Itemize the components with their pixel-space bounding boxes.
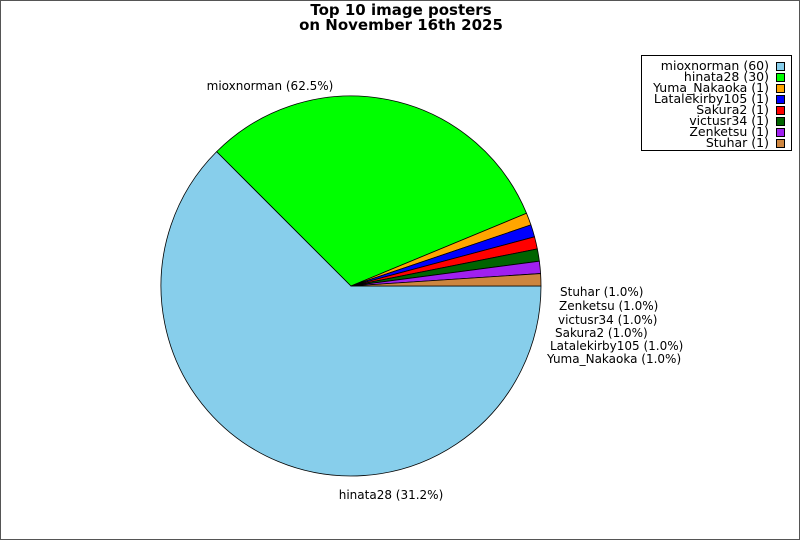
chart-legend: mioxnorman (60) hinata28 (30) Yuma_Nakaoka…	[641, 55, 792, 151]
slice-label-hinata28: hinata28 (31.2%)	[339, 488, 444, 502]
legend-label: Sakura2 (1)	[696, 102, 769, 117]
legend-item-latalekirby105: Latalekirby105 (1)	[653, 91, 785, 106]
legend-swatch	[776, 61, 785, 71]
legend-label: Zenketsu (1)	[689, 124, 769, 139]
chart-title-line-2: on November 16th 2025	[299, 16, 503, 34]
slice-label-latalekirby105: Latalekirby105 (1.0%)	[550, 339, 683, 353]
legend-swatch	[776, 105, 785, 115]
legend-label: Stuhar (1)	[705, 135, 769, 150]
legend-label: hinata28 (30)	[683, 69, 769, 84]
legend-item-mioxnorman: mioxnorman (60)	[660, 58, 785, 73]
legend-label: victusr34 (1)	[689, 113, 769, 128]
slice-label-mioxnorman: mioxnorman (62.5%)	[207, 79, 334, 93]
legend-label: Yuma_Nakaoka (1)	[653, 80, 769, 95]
slice-label-sakura2: Sakura2 (1.0%)	[555, 326, 648, 340]
pie-slice-stuhar	[350, 273, 542, 287]
chart-title: Top 10 image posters on November 16th 20…	[1, 3, 800, 33]
legend-item-zenketsu: Zenketsu (1)	[689, 124, 785, 139]
pie-slice-hinata28	[216, 95, 527, 287]
legend-item-hinata28: hinata28 (30)	[683, 69, 785, 84]
slice-label-zenketsu: Zenketsu (1.0%)	[559, 299, 658, 313]
slice-label-victusr34: victusr34 (1.0%)	[558, 313, 657, 327]
pie-slice-mioxnorman	[160, 151, 542, 477]
legend-label: Latalekirby105 (1)	[653, 91, 769, 106]
slice-label-stuhar: Stuhar (1.0%)	[560, 285, 643, 299]
legend-swatch	[776, 83, 785, 93]
legend-item-sakura2: Sakura2 (1)	[696, 102, 785, 117]
legend-item-yuma-nakaoka: Yuma_Nakaoka (1)	[653, 80, 785, 95]
legend-swatch	[776, 138, 785, 148]
legend-swatch	[776, 116, 785, 126]
legend-swatch	[776, 127, 785, 137]
legend-swatch	[776, 94, 785, 104]
legend-item-victusr34: victusr34 (1)	[689, 113, 785, 128]
slice-label-yuma-nakaoka: Yuma_Nakaoka (1.0%)	[546, 352, 681, 366]
chart-title-line-1: Top 10 image posters	[310, 1, 492, 19]
legend-swatch	[776, 72, 785, 82]
legend-label: mioxnorman (60)	[660, 58, 769, 73]
legend-item-stuhar: Stuhar (1)	[705, 135, 785, 150]
